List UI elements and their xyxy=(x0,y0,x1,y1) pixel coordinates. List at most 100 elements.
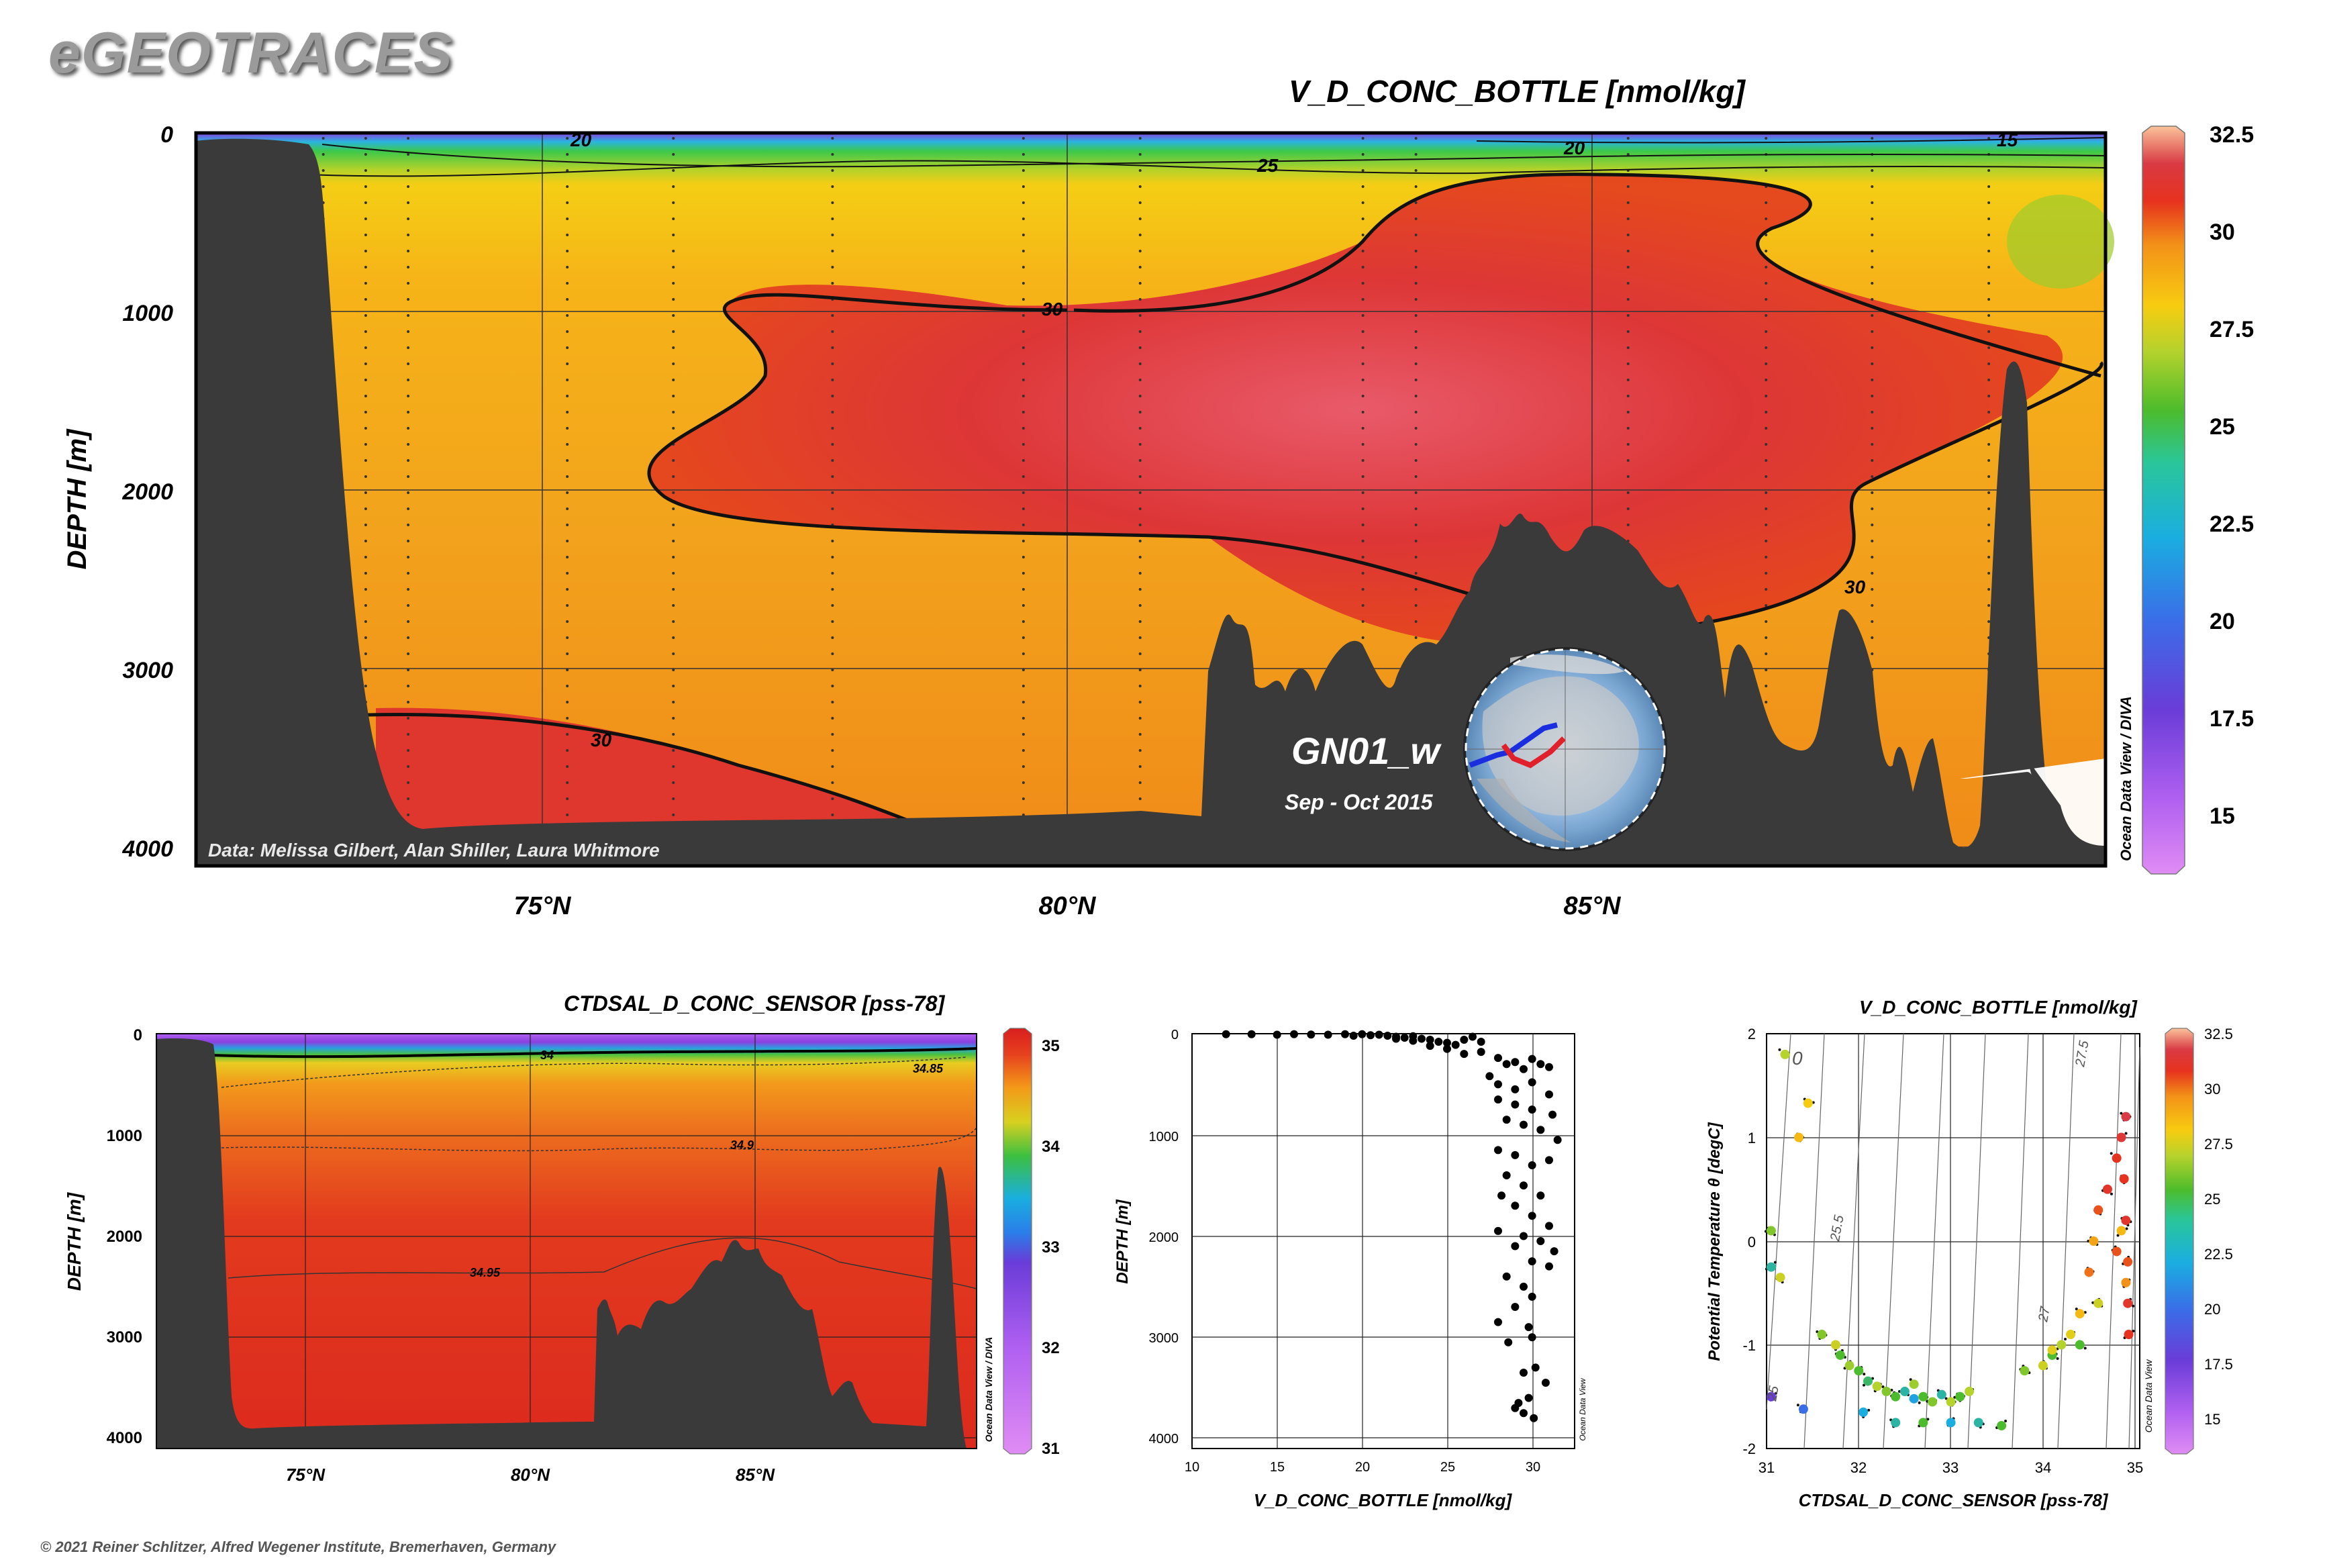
sample-point xyxy=(1414,250,1418,252)
sample-point xyxy=(831,669,834,671)
main-title: V_D_CONC_BOTTLE [nmol/kg] xyxy=(1289,74,1746,109)
profile-point xyxy=(1485,1072,1494,1081)
sample-point xyxy=(1987,475,1991,478)
y-tick: 3000 xyxy=(107,1328,142,1346)
sample-point xyxy=(672,153,675,156)
sample-point xyxy=(1022,588,1025,591)
profile-point xyxy=(1528,1257,1536,1266)
sample-point xyxy=(672,282,675,285)
profile-ylabel: DEPTH [m] xyxy=(1113,1199,1132,1283)
profile-point xyxy=(1528,1292,1536,1301)
ts-point xyxy=(1830,1340,1840,1350)
colorbar-tick: 22.5 xyxy=(2204,1246,2233,1263)
ts-point xyxy=(1798,1404,1808,1414)
sample-point xyxy=(1987,604,1991,607)
sample-point xyxy=(672,459,675,462)
sample-point xyxy=(364,427,367,430)
sample-point xyxy=(407,781,410,784)
sample-point xyxy=(364,620,367,623)
sample-point xyxy=(1138,556,1142,558)
sample-point xyxy=(831,733,834,736)
sample-point xyxy=(1414,572,1418,575)
profile-point xyxy=(1528,1333,1536,1342)
sample-point xyxy=(1871,346,1874,349)
sample-point xyxy=(1626,298,1630,301)
sample-point xyxy=(1626,234,1630,236)
y-tick: 2000 xyxy=(1149,1230,1179,1245)
sample-point xyxy=(566,781,569,784)
sample-point xyxy=(407,556,410,558)
sample-point xyxy=(1987,137,1991,140)
y-tick: 4000 xyxy=(107,1429,142,1447)
ts-ctd-dot xyxy=(1881,1385,1885,1389)
sample-point xyxy=(672,572,675,575)
x-tick: 85°N xyxy=(1564,892,1622,920)
sample-point xyxy=(566,314,569,317)
profile-point xyxy=(1545,1090,1553,1099)
sample-point xyxy=(407,636,410,639)
ts-point xyxy=(2123,1257,2133,1267)
sample-point xyxy=(1361,604,1365,607)
sample-point xyxy=(566,669,569,671)
ts-watermark: Ocean Data View xyxy=(2143,1359,2154,1433)
ts-xlabel: CTDSAL_D_CONC_SENSOR [pss-78] xyxy=(1799,1490,2109,1510)
sample-point xyxy=(1987,314,1991,317)
sample-point xyxy=(1987,620,1991,623)
sample-point xyxy=(1022,604,1025,607)
ts-point xyxy=(2119,1174,2129,1184)
sample-point xyxy=(1361,250,1365,252)
sample-point xyxy=(566,749,569,752)
sample-point xyxy=(1871,379,1874,381)
x-tick: 33 xyxy=(1942,1459,1959,1476)
sample-point xyxy=(364,330,367,333)
sample-point xyxy=(1987,524,1991,526)
sample-point xyxy=(407,282,410,285)
sample-point xyxy=(1871,250,1874,252)
sample-point xyxy=(1138,733,1142,736)
contour-label: 34 xyxy=(540,1048,554,1062)
profile-point xyxy=(1307,1030,1316,1039)
sample-point xyxy=(1414,153,1418,156)
ts-point xyxy=(1844,1361,1854,1371)
sample-point xyxy=(1361,282,1365,285)
main-yticks: 0 1000 2000 3000 4000 xyxy=(121,122,173,862)
sample-point xyxy=(1361,314,1365,317)
colorbar-tick: 17.5 xyxy=(2204,1356,2233,1373)
sample-point xyxy=(672,588,675,591)
sample-point xyxy=(407,717,410,720)
sample-point xyxy=(831,379,834,381)
profile-yticks: 0 1000 2000 3000 4000 xyxy=(1149,1028,1179,1447)
y-tick: 2000 xyxy=(121,479,173,505)
main-deep-red-patch xyxy=(376,707,913,846)
ts-ctd-dot xyxy=(1867,1408,1871,1412)
ts-ctd-dot xyxy=(1773,1261,1777,1264)
sample-point xyxy=(1871,652,1874,655)
ts-xticks: 31 32 33 34 35 xyxy=(1759,1459,2143,1476)
sample-point xyxy=(1871,524,1874,526)
sample-point xyxy=(1138,572,1142,575)
sample-point xyxy=(566,636,569,639)
sample-point xyxy=(1765,298,1768,301)
sample-point xyxy=(364,459,367,462)
sample-point xyxy=(1414,169,1418,172)
sample-point xyxy=(1022,266,1025,268)
sample-point xyxy=(407,201,410,204)
salinity-ylabel: DEPTH [m] xyxy=(64,1191,85,1291)
main-colorbar-ticks: 32.5 30 27.5 25 22.5 20 17.5 15 xyxy=(2210,122,2254,829)
salinity-title: CTDSAL_D_CONC_SENSOR [pss-78] xyxy=(564,991,946,1016)
sample-point xyxy=(1626,379,1630,381)
contour-label: 30 xyxy=(1042,299,1063,320)
colorbar-tick: 25 xyxy=(2210,414,2235,440)
profile-point xyxy=(1443,1044,1451,1053)
ts-point xyxy=(1918,1391,1928,1402)
sample-point xyxy=(1022,556,1025,558)
sample-point xyxy=(1414,556,1418,558)
salinity-yticks: 0 1000 2000 3000 4000 xyxy=(107,1026,142,1447)
profile-point xyxy=(1520,1232,1528,1240)
sample-point xyxy=(321,137,325,140)
sample-point xyxy=(831,217,834,220)
profile-points xyxy=(1222,1030,1562,1422)
sample-point xyxy=(1871,314,1874,317)
sample-point xyxy=(1871,636,1874,639)
sample-point xyxy=(831,620,834,623)
